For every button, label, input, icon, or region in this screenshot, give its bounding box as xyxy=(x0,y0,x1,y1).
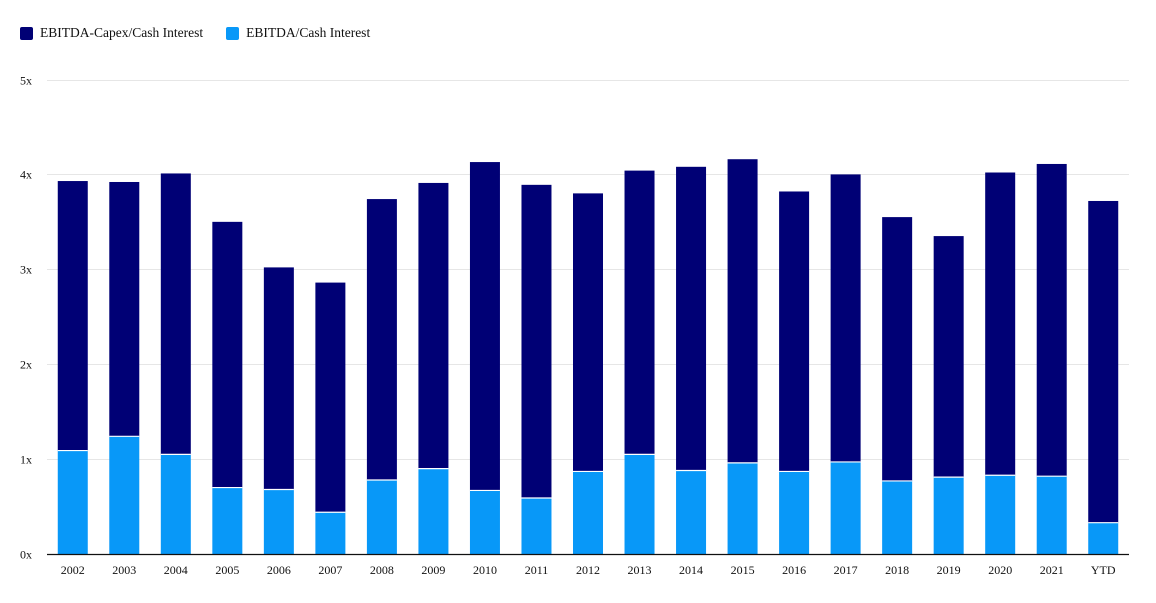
x-tick-label: 2011 xyxy=(525,563,549,577)
bar-ebitda-2016[interactable] xyxy=(779,471,810,554)
x-tick-label: 2016 xyxy=(782,563,806,577)
y-tick-label: 3x xyxy=(20,263,32,277)
x-tick-label: 2012 xyxy=(576,563,600,577)
bar-ebitda-capex-2015[interactable] xyxy=(727,159,758,463)
bar-ebitda-2019[interactable] xyxy=(933,477,964,554)
legend-swatch-ebitda xyxy=(226,26,240,40)
bar-ebitda-capex-YTD[interactable] xyxy=(1088,200,1119,523)
x-tick-label: 2020 xyxy=(988,563,1012,577)
y-axis: 0x 1x 2x 3x 4x 5x xyxy=(20,74,32,562)
x-tick-label: 2005 xyxy=(215,563,239,577)
bar-ebitda-capex-2011[interactable] xyxy=(521,184,552,499)
bar-ebitda-YTD[interactable] xyxy=(1088,522,1119,554)
y-tick-label: 2x xyxy=(20,358,32,372)
bar-ebitda-capex-2020[interactable] xyxy=(985,172,1016,476)
x-tick-label: 2019 xyxy=(937,563,961,577)
bar-ebitda-2015[interactable] xyxy=(727,462,758,554)
x-tick-label: 2007 xyxy=(318,563,342,577)
x-tick-label: 2014 xyxy=(679,563,703,577)
legend-item-ebitda[interactable]: EBITDA/Cash Interest xyxy=(226,25,370,41)
bar-ebitda-2008[interactable] xyxy=(366,479,397,554)
bar-ebitda-capex-2005[interactable] xyxy=(212,221,243,488)
bar-ebitda-2011[interactable] xyxy=(521,498,552,554)
bar-ebitda-capex-2021[interactable] xyxy=(1036,163,1067,477)
y-tick-label: 0x xyxy=(20,548,32,562)
bar-ebitda-capex-2014[interactable] xyxy=(676,166,707,471)
bar-ebitda-2007[interactable] xyxy=(315,512,346,554)
bar-ebitda-capex-2007[interactable] xyxy=(315,282,346,513)
bar-ebitda-capex-2012[interactable] xyxy=(573,193,603,472)
bar-ebitda-2002[interactable] xyxy=(57,450,88,554)
y-tick-label: 1x xyxy=(20,453,32,467)
x-tick-label: YTD xyxy=(1091,563,1116,577)
bar-ebitda-2003[interactable] xyxy=(109,436,140,554)
bar-ebitda-2004[interactable] xyxy=(160,454,191,554)
bar-ebitda-2009[interactable] xyxy=(418,468,449,554)
x-axis: 2002 2003 2004 2005 2006 2007 2008 2009 2010 2011… xyxy=(47,553,1129,577)
bar-ebitda-capex-2019[interactable] xyxy=(933,236,964,478)
bar-ebitda-capex-2003[interactable] xyxy=(109,181,140,437)
bar-ebitda-capex-2016[interactable] xyxy=(779,191,810,472)
legend-label-ebitda: EBITDA/Cash Interest xyxy=(246,25,371,40)
bar-ebitda-2010[interactable] xyxy=(469,490,500,554)
y-tick-label: 4x xyxy=(20,168,32,182)
x-tick-label: 2002 xyxy=(61,563,85,577)
bar-ebitda-2017[interactable] xyxy=(830,461,861,554)
bar-ebitda-capex-2018[interactable] xyxy=(882,217,913,481)
x-tick-label: 2013 xyxy=(628,563,652,577)
bar-ebitda-2020[interactable] xyxy=(985,475,1016,554)
x-tick-label: 2004 xyxy=(164,563,188,577)
x-tick-label: 2017 xyxy=(834,563,858,577)
bars xyxy=(57,159,1119,554)
x-tick-label: 2015 xyxy=(731,563,755,577)
x-tick-label: 2006 xyxy=(267,563,291,577)
bar-ebitda-capex-2017[interactable] xyxy=(830,174,861,462)
x-tick-label: 2008 xyxy=(370,563,394,577)
bar-ebitda-capex-2009[interactable] xyxy=(418,182,449,469)
bar-ebitda-capex-2013[interactable] xyxy=(624,170,655,455)
x-tick-label: 2009 xyxy=(421,563,445,577)
chart-legend: EBITDA-Capex/Cash Interest EBITDA/Cash I… xyxy=(20,25,393,41)
legend-swatch-ebitda-capex xyxy=(20,26,33,40)
legend-label-ebitda-capex: EBITDA-Capex/Cash Interest xyxy=(40,25,204,40)
y-tick-label: 5x xyxy=(20,74,32,88)
bar-ebitda-2012[interactable] xyxy=(573,471,603,554)
x-tick-label: 2021 xyxy=(1040,563,1064,577)
x-tick-label: 2003 xyxy=(112,563,136,577)
bar-ebitda-capex-2004[interactable] xyxy=(160,173,191,455)
bar-ebitda-2006[interactable] xyxy=(263,489,294,554)
bar-ebitda-2021[interactable] xyxy=(1036,476,1067,554)
bar-ebitda-2005[interactable] xyxy=(212,487,243,554)
bar-ebitda-capex-2010[interactable] xyxy=(469,162,500,491)
bar-ebitda-2014[interactable] xyxy=(676,470,707,554)
bar-ebitda-capex-2006[interactable] xyxy=(263,267,294,490)
x-tick-label: 2018 xyxy=(885,563,909,577)
x-tick-label: 2010 xyxy=(473,563,497,577)
legend-item-ebitda-capex[interactable]: EBITDA-Capex/Cash Interest xyxy=(20,25,203,41)
bar-ebitda-capex-2002[interactable] xyxy=(57,181,88,451)
bar-ebitda-capex-2008[interactable] xyxy=(366,199,397,480)
bar-ebitda-2013[interactable] xyxy=(624,454,655,554)
bar-ebitda-2018[interactable] xyxy=(882,480,913,554)
